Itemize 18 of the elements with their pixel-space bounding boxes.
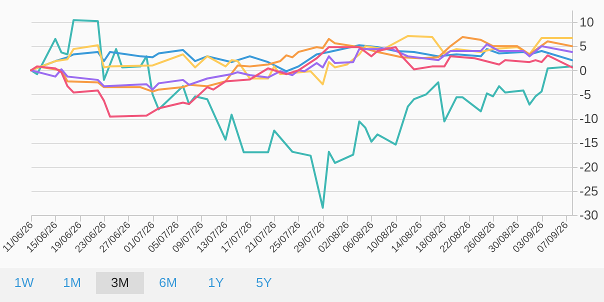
line-series bbox=[30, 19, 573, 209]
y-tick-label: -10 bbox=[580, 111, 598, 126]
y-tick-label: -20 bbox=[580, 159, 598, 174]
line-series bbox=[30, 46, 573, 118]
y-tick-label: -15 bbox=[580, 135, 598, 150]
y-tick-label: 5 bbox=[580, 38, 587, 54]
y-tick-label: -25 bbox=[580, 183, 598, 198]
y-tick-label: 0 bbox=[580, 62, 587, 78]
text: 5Y bbox=[255, 274, 273, 292]
y-tick-label: -30 bbox=[580, 208, 598, 222]
text: 1M bbox=[62, 274, 82, 292]
text: 1Y bbox=[207, 274, 225, 292]
text: 3M bbox=[96, 272, 144, 294]
y-tick-label: -5 bbox=[580, 86, 592, 102]
text: 1W bbox=[13, 274, 35, 292]
line-series bbox=[30, 43, 573, 91]
y-tick-label: 10 bbox=[580, 14, 594, 30]
text: 6M bbox=[158, 274, 178, 292]
